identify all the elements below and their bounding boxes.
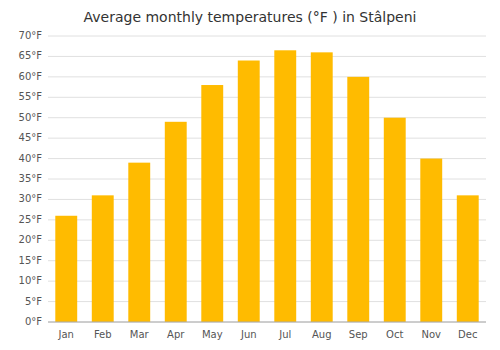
x-tick-label: Apr (167, 329, 185, 340)
y-tick-label: 0°F (25, 316, 42, 327)
y-tick-label: 60°F (19, 71, 43, 82)
bar (165, 122, 187, 322)
y-tick-label: 15°F (19, 255, 43, 266)
x-tick-label: Jul (278, 329, 291, 340)
bar (201, 85, 223, 322)
y-tick-label: 55°F (19, 91, 43, 102)
x-axis: Jan Feb Mar Apr May Jun Jul Aug Sep Oct Nov Dec (48, 322, 486, 340)
chart-title: Average monthly temperatures (°F ) in St… (84, 9, 417, 25)
y-tick-label: 25°F (19, 214, 43, 225)
grid (48, 36, 486, 322)
x-tick-label: Jun (240, 329, 257, 340)
y-tick-label: 10°F (19, 275, 43, 286)
bar (238, 61, 260, 322)
y-tick-label: 40°F (19, 153, 43, 164)
bars (55, 50, 478, 322)
grid-line (48, 76, 486, 77)
y-tick-label: 30°F (19, 193, 43, 204)
x-tick-label: Jan (58, 329, 74, 340)
x-tick-label: Nov (421, 329, 441, 340)
y-axis: 0°F 5°F 10°F 15°F 20°F 25°F 30°F 35°F 40°F 45°F 50… (19, 30, 43, 327)
x-tick-label: Oct (386, 329, 403, 340)
y-tick-label: 50°F (19, 112, 43, 123)
x-tick-label: Sep (349, 329, 368, 340)
bar (347, 77, 369, 322)
bar (311, 52, 333, 322)
grid-line (48, 322, 486, 323)
grid-line (48, 36, 486, 37)
x-tick-label: Mar (130, 329, 150, 340)
y-tick-label: 45°F (19, 132, 43, 143)
grid-line (48, 56, 486, 57)
x-tick-label: Aug (312, 329, 332, 340)
grid-line (48, 117, 486, 118)
bar (457, 195, 479, 322)
x-tick-label: Feb (94, 329, 112, 340)
y-tick-label: 20°F (19, 234, 43, 245)
chart-svg: Average monthly temperatures (°F ) in St… (0, 0, 500, 350)
y-tick-label: 35°F (19, 173, 43, 184)
x-axis-line (48, 322, 486, 323)
bar (92, 195, 114, 322)
bar (274, 50, 296, 322)
chart-container: Average monthly temperatures (°F ) in St… (0, 0, 500, 350)
x-tick-label: May (202, 329, 223, 340)
bar (420, 159, 442, 322)
y-tick-label: 65°F (19, 50, 43, 61)
bar (128, 163, 150, 322)
grid-line (48, 97, 486, 98)
x-tick-label: Dec (458, 329, 477, 340)
bar (55, 216, 77, 322)
bar (384, 118, 406, 322)
y-tick-label: 70°F (19, 30, 43, 41)
grid-line (48, 138, 486, 139)
y-tick-label: 5°F (25, 296, 42, 307)
